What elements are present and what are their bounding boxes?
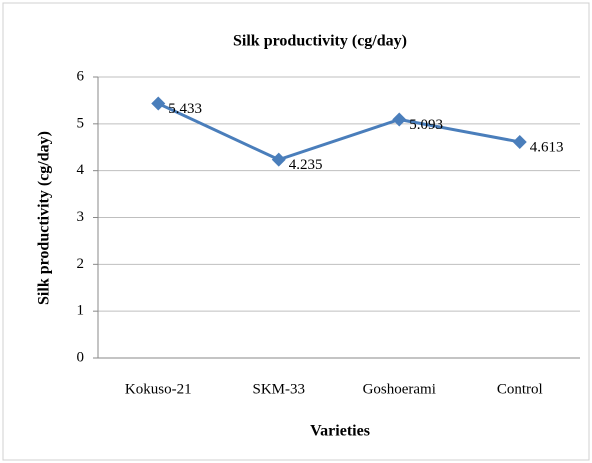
y-tick-label: 4 xyxy=(77,162,85,178)
data-point xyxy=(271,152,286,167)
data-point xyxy=(512,134,527,149)
chart-title: Silk productivity (cg/day) xyxy=(233,33,407,50)
y-tick-label: 2 xyxy=(77,256,85,272)
data-label: 5.093 xyxy=(409,117,443,133)
data-label: 4.235 xyxy=(289,157,323,173)
x-tick-label: Goshoerami xyxy=(363,381,436,397)
data-label: 5.433 xyxy=(168,101,202,117)
x-tick-label: Kokuso-21 xyxy=(125,381,192,397)
y-tick-label: 0 xyxy=(77,349,85,365)
data-point xyxy=(151,96,166,111)
x-axis-label: Varieties xyxy=(310,423,370,440)
data-label: 4.613 xyxy=(530,139,564,155)
data-point xyxy=(392,112,407,127)
y-tick-label: 3 xyxy=(77,209,85,225)
y-tick-label: 1 xyxy=(77,303,85,319)
series-line xyxy=(157,102,521,162)
y-tick-label: 5 xyxy=(77,115,85,131)
y-tick-label: 6 xyxy=(77,68,85,84)
y-axis-label: Silk productivity (cg/day) xyxy=(36,131,53,305)
x-tick-label: SKM-33 xyxy=(252,381,305,397)
x-tick-label: Control xyxy=(497,381,543,397)
